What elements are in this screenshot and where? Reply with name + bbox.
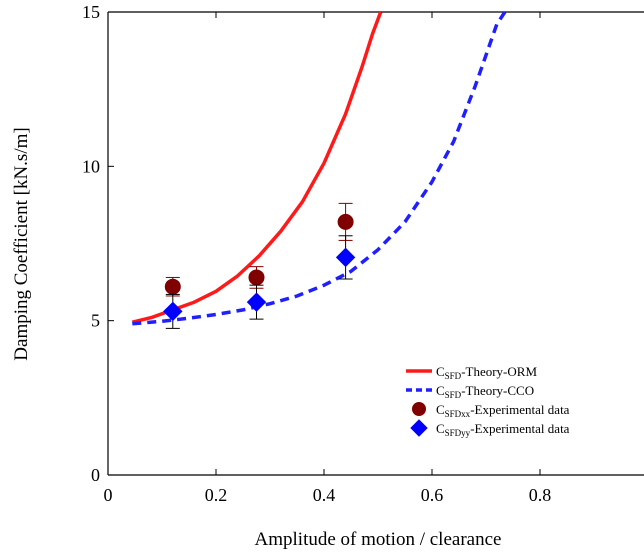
data-point [246, 292, 267, 312]
legend-label: CSFD-Theory-CCO [436, 383, 534, 400]
legend-item-2: CSFD-Theory-CCO [406, 383, 534, 400]
series-3 [164, 202, 354, 297]
legend-item-4: CSFDyy-Experimental data [410, 419, 570, 438]
y-tick-label: 10 [82, 156, 100, 176]
legend-swatch [410, 419, 428, 437]
data-point [335, 247, 356, 268]
legend-label: CSFDyy-Experimental data [436, 421, 570, 438]
y-axis-label: Damping Coefficient [kN.s/m] [11, 127, 32, 360]
data-point [337, 213, 354, 230]
x-tick-label: 0 [104, 485, 113, 505]
y-tick-label: 5 [91, 311, 100, 331]
data-point [164, 278, 181, 295]
plot-axes [107, 11, 644, 476]
y-tick-label: 0 [91, 465, 100, 485]
series-2 [132, 12, 507, 326]
legend-label: CSFD-Theory-ORM [436, 364, 537, 381]
x-tick-label: 0.4 [313, 485, 336, 505]
legend-item-1: CSFD-Theory-ORM [406, 364, 537, 381]
x-tick-label: 0.8 [529, 485, 552, 505]
series-line [132, 12, 507, 326]
axis-ticks: 00.20.40.60.81051015 [82, 2, 644, 505]
x-axis-label: Amplitude of motion / clearance [255, 529, 502, 550]
series-4 [163, 235, 356, 329]
legend-label: CSFDxx-Experimental data [436, 402, 570, 419]
x-tick-label: 0.6 [421, 485, 444, 505]
data-point [248, 269, 265, 286]
x-tick-label: 0.2 [205, 485, 228, 505]
legend-item-3: CSFDxx-Experimental data [412, 402, 570, 419]
y-tick-label: 15 [82, 2, 100, 22]
data-point [163, 301, 183, 322]
legend-swatch [412, 402, 426, 416]
series-layer [131, 12, 507, 329]
legend: CSFD-Theory-ORM CSFD-Theory-CCO CSFDxx-Exp… [406, 364, 570, 438]
